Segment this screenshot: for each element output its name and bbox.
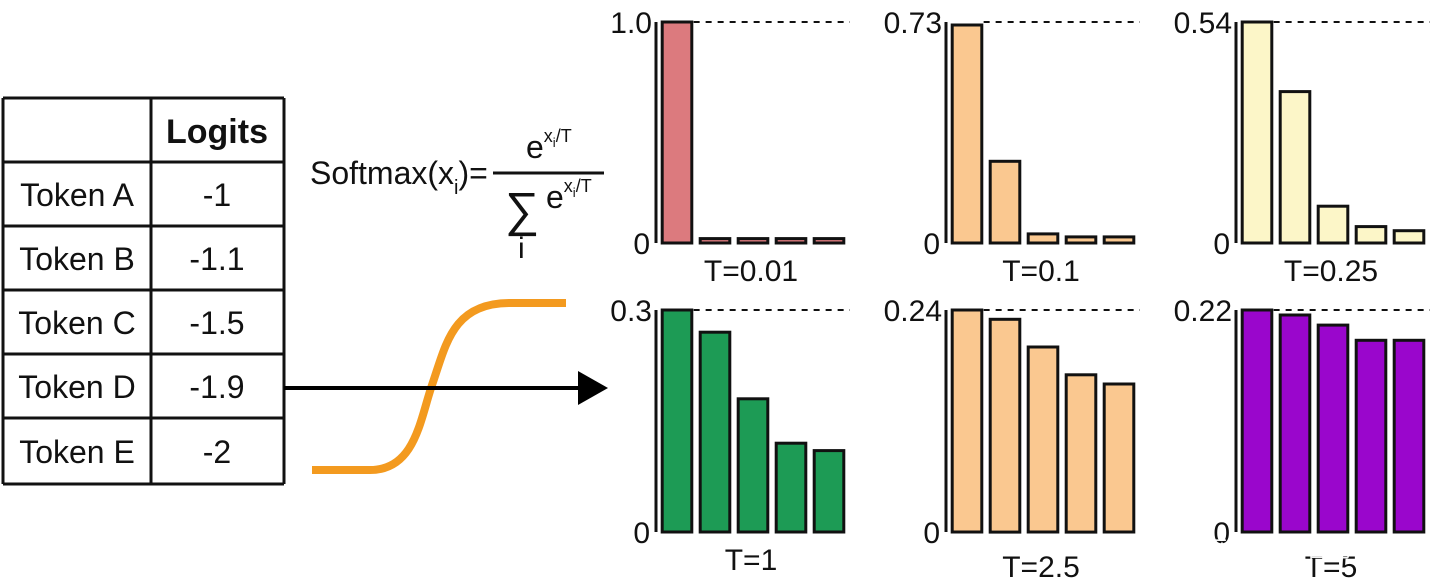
formula-lhs-subscript: i — [454, 177, 458, 199]
y-max-tick-label: 0.22 — [1174, 295, 1232, 328]
bar — [1354, 338, 1388, 534]
formula-denominator-exponent-tail: /T — [576, 176, 592, 196]
chart-title: T=5 — [1305, 551, 1358, 580]
table-token-label: Token A — [20, 177, 135, 213]
bar — [1026, 232, 1060, 245]
bar-chart-panel: 0.22 0 T=5 — [1174, 295, 1430, 580]
bar — [1240, 20, 1274, 245]
bar — [774, 441, 808, 534]
formula-denominator-base: e — [546, 179, 564, 215]
formula-denominator-exponent: x — [564, 176, 573, 196]
chart-title: T=0.25 — [1284, 255, 1378, 288]
table-token-label: Token D — [18, 369, 135, 405]
bar — [812, 237, 846, 245]
formula-numerator-exponent: x — [544, 126, 553, 146]
formula-numerator-base: e — [526, 129, 544, 165]
table-logit-value: -1 — [203, 177, 231, 213]
bar-chart-panel: 0.24 0 T=2.5 — [884, 295, 1140, 580]
bar — [660, 308, 694, 534]
bar-chart-panel: 1.0 0 T=0.01 — [610, 7, 850, 288]
bar — [1064, 373, 1098, 534]
y-max-tick-label: 0.54 — [1174, 7, 1232, 40]
watermark: 掘金技术社区 @ 数据智能老司机 — [1095, 537, 1416, 562]
bar — [774, 237, 808, 245]
bar — [736, 397, 770, 534]
softmax-formula: Softmax(xi)= exi/T ∑ exi/T i — [310, 126, 604, 265]
table-logit-value: -1.1 — [189, 241, 244, 277]
table-token-label: Token C — [18, 305, 135, 341]
bar — [812, 449, 846, 534]
arrow — [284, 371, 608, 405]
table-logit-value: -1.5 — [189, 305, 244, 341]
formula-numerator-exponent-tail: /T — [556, 126, 572, 146]
formula-sum-symbol: ∑ — [505, 184, 539, 237]
bar — [988, 317, 1022, 534]
bar — [1240, 308, 1274, 534]
y-min-tick-label: 0 — [633, 228, 650, 261]
bar — [1026, 345, 1060, 534]
chart-title: T=0.1 — [1002, 255, 1080, 288]
bar-charts: 1.00T=0.010.730T=0.10.540T=0.250.30T=10.… — [610, 7, 1430, 580]
bar — [1064, 235, 1098, 245]
bar — [1102, 382, 1136, 534]
bar — [698, 237, 732, 245]
chart-title: T=1 — [725, 544, 778, 577]
table-token-label: Token B — [19, 241, 135, 277]
formula-denominator-exponent-sub: i — [573, 185, 576, 200]
bar — [660, 20, 694, 245]
bar-chart-panel: 0.54 0 T=0.25 — [1174, 7, 1430, 288]
bar — [1278, 313, 1312, 534]
svg-text:exi/T: exi/T — [546, 176, 592, 215]
y-max-tick-label: 0.3 — [610, 295, 652, 328]
bar — [698, 330, 732, 534]
bar — [1102, 235, 1136, 245]
y-min-tick-label: 0 — [633, 517, 650, 550]
formula-numerator-exponent-sub: i — [553, 135, 556, 150]
y-max-tick-label: 1.0 — [610, 7, 652, 40]
y-max-tick-label: 0.73 — [884, 7, 942, 40]
bar — [1278, 90, 1312, 245]
formula-lhs: Softmax(x — [310, 155, 454, 191]
bar — [950, 23, 984, 245]
bar — [1316, 204, 1350, 245]
bar — [736, 237, 770, 245]
bar — [988, 159, 1022, 245]
formula-lhs-close: )= — [458, 155, 487, 191]
softmax-curve — [312, 299, 566, 474]
bar — [1354, 225, 1388, 245]
table-header-logits: Logits — [166, 113, 268, 151]
chart-title: T=2.5 — [1002, 551, 1080, 580]
logits-table: Logits Token A -1 Token B -1.1 Token C -… — [1, 96, 286, 486]
bar — [1316, 323, 1350, 534]
table-token-label: Token E — [19, 434, 135, 470]
chart-title: T=0.01 — [704, 255, 798, 288]
y-min-tick-label: 0 — [923, 228, 940, 261]
table-logit-value: -1.9 — [189, 369, 244, 405]
svg-text:exi/T: exi/T — [526, 126, 572, 165]
bar — [1392, 338, 1426, 534]
bar-chart-panel: 0.73 0 T=0.1 — [884, 7, 1140, 288]
bar — [950, 308, 984, 534]
y-min-tick-label: 0 — [923, 517, 940, 550]
y-min-tick-label: 0 — [1213, 517, 1230, 550]
bar — [1392, 229, 1426, 245]
y-min-tick-label: 0 — [1213, 228, 1230, 261]
svg-text:Softmax(xi)=: Softmax(xi)= — [310, 155, 488, 199]
table-logit-value: -2 — [203, 434, 231, 470]
y-max-tick-label: 0.24 — [884, 295, 942, 328]
bar-chart-panel: 0.3 0 T=1 — [610, 295, 850, 577]
formula-sum-index: i — [518, 232, 525, 265]
